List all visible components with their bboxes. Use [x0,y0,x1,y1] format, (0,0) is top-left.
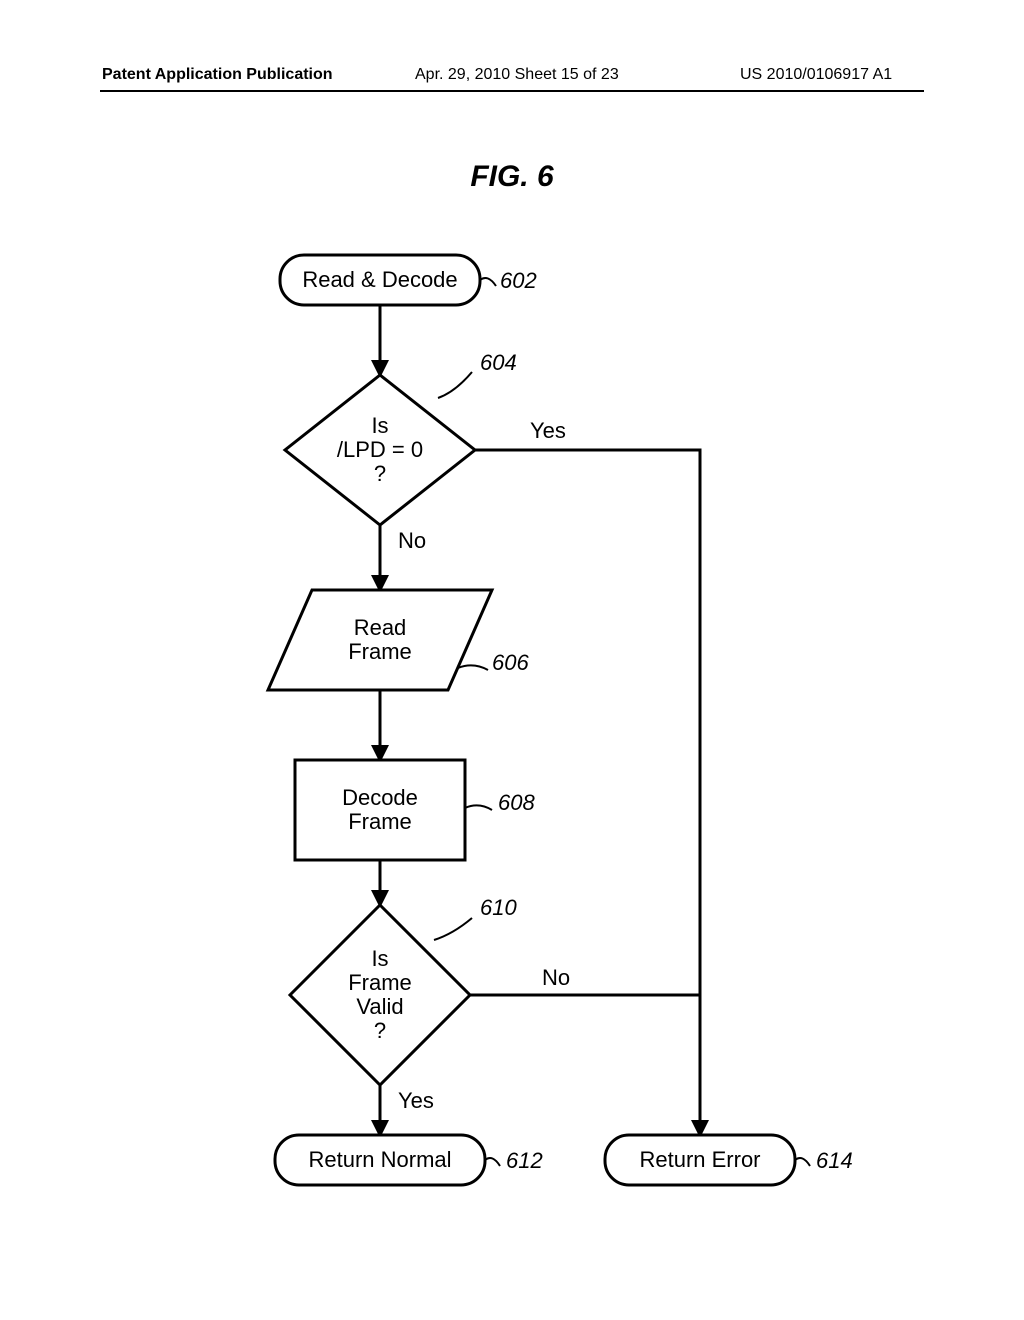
node-text: Is [371,946,388,971]
node-text: Frame [348,970,412,995]
ref-label: 612 [506,1148,543,1173]
ref-leader [465,805,492,810]
edge-label: Yes [530,418,566,443]
node-text: /LPD = 0 [337,437,423,462]
ref-leader [480,278,496,286]
node-text: Is [371,413,388,438]
node-text: Frame [348,809,412,834]
header-mid: Apr. 29, 2010 Sheet 15 of 23 [415,66,619,84]
node-text: ? [374,461,386,486]
ref-leader [458,665,488,670]
ref-leader [795,1158,810,1166]
ref-label: 602 [500,268,537,293]
ref-label: 614 [816,1148,853,1173]
nodes: Read & Decode602Is/LPD = 0?604ReadFrame6… [268,255,853,1185]
flowchart-svg: No Yes Yes No Read & Decode 602 Is/LPD = 0? 604… [180,240,940,1200]
ref-label: 604 [480,350,517,375]
edge-label: No [398,528,426,553]
ref-leader [434,918,472,940]
node-text: Valid [356,994,403,1019]
header-right: US 2010/0106917 A1 [740,66,892,84]
header-rule [100,90,924,92]
node-text: Read & Decode [302,267,457,292]
ref-label: 608 [498,790,535,815]
edge-label: No [542,965,570,990]
figure-title: FIG. 6 [0,160,1024,194]
node-text: Read [354,615,407,640]
node-text: Frame [348,639,412,664]
page-header: Patent Application Publication Apr. 29, … [0,62,1024,92]
ref-leader [485,1158,500,1166]
node-text: Decode [342,785,418,810]
node-text: Return Normal [308,1147,451,1172]
node-text: Return Error [639,1147,760,1172]
page: Patent Application Publication Apr. 29, … [0,0,1024,1320]
header-left: Patent Application Publication [102,66,333,84]
ref-leader [438,372,472,398]
node-text: ? [374,1018,386,1043]
edge-label: Yes [398,1088,434,1113]
ref-label: 606 [492,650,529,675]
ref-label: 610 [480,895,517,920]
